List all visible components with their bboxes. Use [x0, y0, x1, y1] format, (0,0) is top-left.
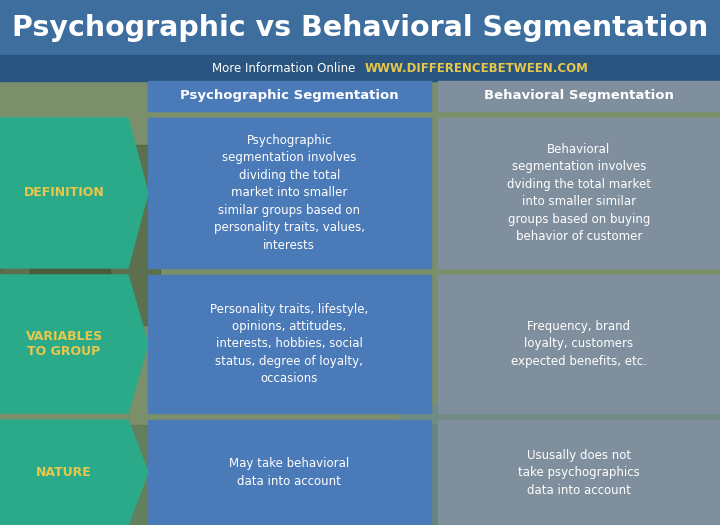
Polygon shape [0, 420, 148, 525]
Bar [400, 405, 720, 525]
Text: Behavioral
segmentation involves
dviding the total market
into smaller similar
g: Behavioral segmentation involves dviding… [507, 143, 651, 243]
Bar [148, 420, 431, 525]
Text: Personality traits, lifestyle,
opinions, attitudes,
interests, hobbies, social
s: Personality traits, lifestyle, opinions,… [210, 302, 369, 385]
Text: NATURE: NATURE [36, 466, 92, 479]
Bar [438, 81, 720, 111]
Bar [438, 275, 720, 413]
Bar [0, 0, 720, 55]
Text: Psychographic
segmentation involves
dividing the total
market into smaller
simil: Psychographic segmentation involves divi… [214, 134, 365, 252]
Bar [148, 81, 431, 111]
Text: May take behavioral
data into account: May take behavioral data into account [229, 457, 349, 488]
Text: DEFINITION: DEFINITION [24, 186, 104, 200]
Text: WWW.DIFFERENCEBETWEEN.COM: WWW.DIFFERENCEBETWEEN.COM [365, 61, 589, 75]
Text: Psychographic vs Behavioral Segmentation: Psychographic vs Behavioral Segmentation [12, 14, 708, 41]
Text: More Information Online: More Information Online [212, 61, 355, 75]
Text: Psychographic Segmentation: Psychographic Segmentation [180, 89, 399, 102]
Bar [0, 425, 720, 525]
Text: Ususally does not
take psychographics
data into account: Ususally does not take psychographics da… [518, 448, 639, 497]
Bar [148, 275, 431, 413]
Polygon shape [0, 118, 148, 268]
Text: Frequency, brand
loyalty, customers
expected benefits, etc.: Frequency, brand loyalty, customers expe… [510, 320, 647, 368]
Polygon shape [0, 275, 148, 413]
Bar [0, 145, 160, 325]
Bar [438, 118, 720, 268]
Bar [148, 118, 431, 268]
Bar [438, 420, 720, 525]
Bar [0, 55, 720, 81]
Text: VARIABLES
TO GROUP: VARIABLES TO GROUP [25, 330, 102, 358]
Bar [30, 125, 110, 375]
Text: Behavioral Segmentation: Behavioral Segmentation [484, 89, 674, 102]
